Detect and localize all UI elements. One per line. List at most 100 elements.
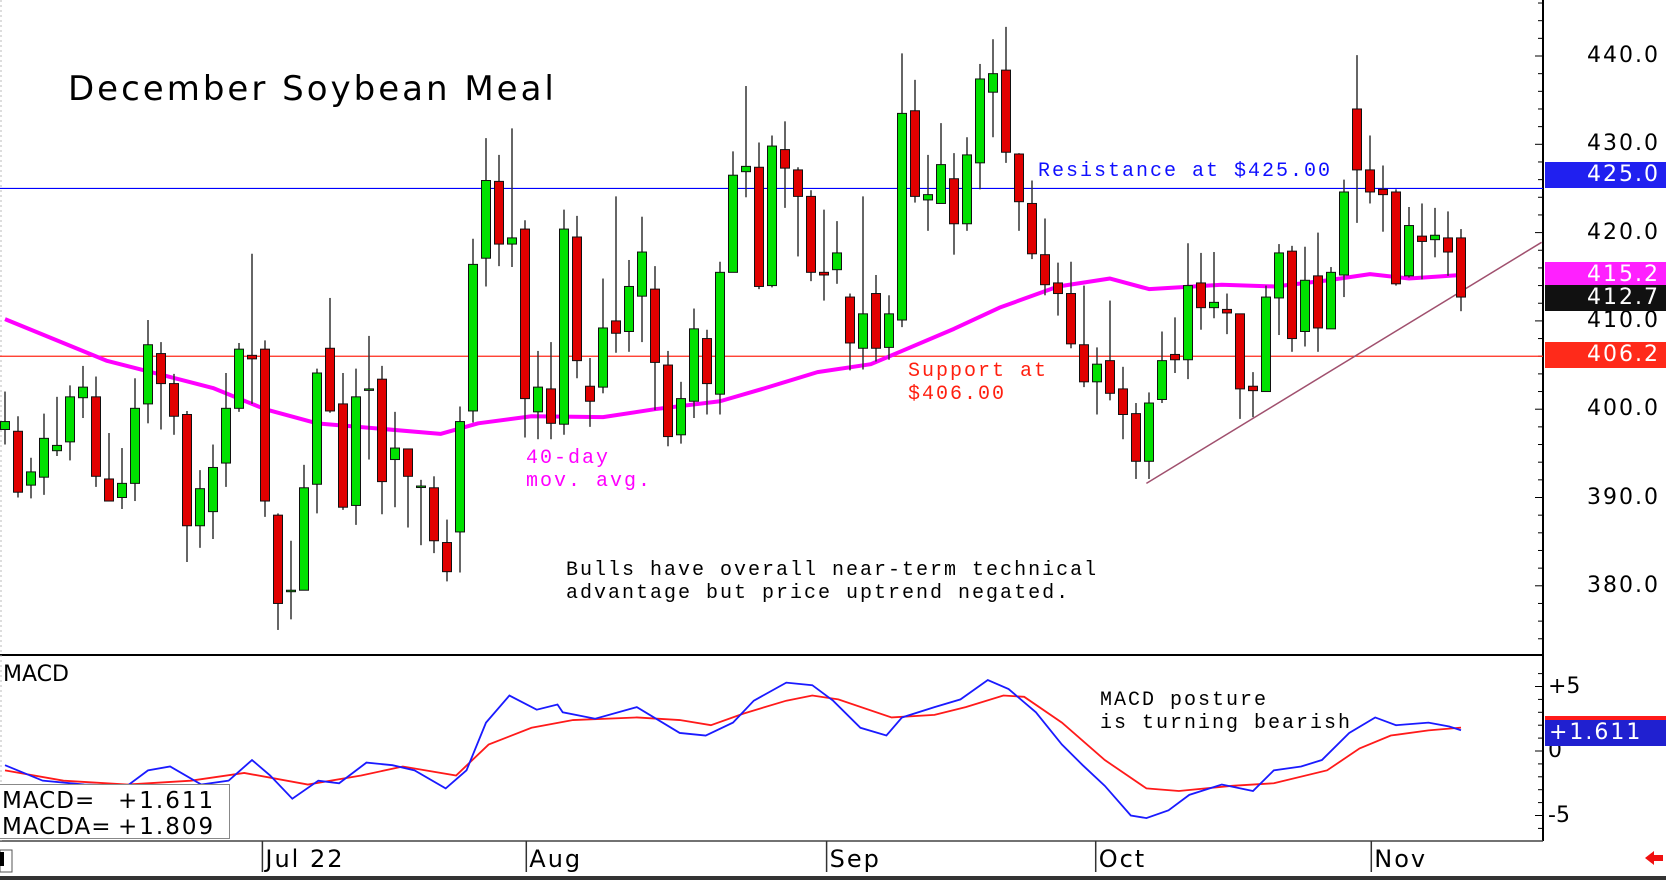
- candle: [546, 342, 556, 440]
- candle: [247, 253, 257, 404]
- candle: [494, 154, 504, 267]
- candle: [208, 444, 218, 540]
- candle-body-up: [624, 285, 634, 332]
- candle-body-down: [949, 178, 959, 225]
- macd-lines: [4, 679, 1462, 820]
- candle: [1417, 203, 1427, 280]
- date-tick-label: Jul 22: [265, 845, 345, 873]
- misc: [0, 849, 1666, 880]
- candle: [364, 335, 374, 460]
- candle: [1183, 243, 1193, 380]
- candle-body-up: [767, 145, 777, 287]
- candle: [754, 142, 764, 290]
- candle-body-down: [1196, 282, 1206, 309]
- candle-body-up: [78, 386, 88, 399]
- candle-body-up: [286, 589, 296, 593]
- price-tick-label: 430.0: [1587, 131, 1660, 157]
- candle-body-down: [1443, 237, 1453, 253]
- candle: [91, 376, 101, 487]
- candle: [910, 79, 920, 203]
- candle-body-down: [1235, 313, 1245, 390]
- candle: [1066, 261, 1076, 349]
- candle-body-down: [182, 413, 192, 527]
- support-price-badge: 406.2: [1545, 342, 1666, 368]
- uptrend-line: [1146, 241, 1542, 485]
- candle-body-down: [1040, 254, 1050, 286]
- candle: [741, 86, 751, 198]
- candle: [65, 385, 75, 461]
- candle: [1235, 313, 1245, 419]
- candle: [195, 470, 205, 548]
- candle: [702, 329, 712, 415]
- candle: [507, 128, 517, 268]
- candle-body-up: [559, 228, 569, 425]
- macda-badge-marker: [1545, 716, 1666, 720]
- candle: [533, 350, 543, 440]
- candle: [130, 378, 140, 502]
- candle-body-up: [1300, 279, 1310, 332]
- frame: [0, 0, 1544, 872]
- candle: [936, 123, 946, 204]
- candle: [377, 365, 387, 515]
- candle-body-up: [299, 487, 309, 591]
- candle-body-up: [858, 313, 868, 349]
- candle-body-up: [676, 398, 686, 436]
- candle-body-down: [1170, 353, 1180, 361]
- candle: [663, 350, 673, 447]
- candle: [429, 476, 439, 554]
- candle-body-up: [884, 313, 894, 348]
- candle-body-down: [1001, 69, 1011, 153]
- candle-body-down: [754, 166, 764, 287]
- candle: [1248, 372, 1258, 418]
- candle: [1261, 285, 1271, 393]
- candle: [468, 238, 478, 423]
- candle: [156, 342, 166, 430]
- candle: [715, 261, 725, 415]
- candle-body-up: [741, 165, 751, 173]
- candles: [0, 26, 1466, 630]
- macd-readout-value: +1.611: [118, 788, 216, 814]
- candle-body-up: [351, 396, 361, 506]
- candle: [1053, 262, 1063, 316]
- candle-body-down: [546, 388, 556, 424]
- candle: [1092, 347, 1102, 415]
- candle-body-up: [312, 372, 322, 485]
- candle-body-down: [442, 542, 452, 573]
- candle: [988, 39, 998, 138]
- candle: [858, 196, 868, 370]
- candle: [832, 221, 842, 284]
- candle: [221, 372, 231, 487]
- price-tick-label: 390.0: [1587, 484, 1660, 510]
- candle-body-down: [780, 149, 790, 169]
- resistance-price-badge: 425.0: [1545, 162, 1666, 188]
- candle-body-up: [1261, 296, 1271, 393]
- candle-body-up: [1430, 234, 1440, 241]
- candle: [234, 342, 244, 412]
- candle: [1118, 366, 1128, 440]
- macd-readout-box: MACD= +1.611 MACDA= +1.809: [0, 784, 230, 840]
- candle-body-up: [455, 421, 465, 533]
- date-tick-label: Sep: [829, 845, 881, 873]
- macd-value-badge: +1.611: [1545, 720, 1666, 746]
- candle-body-down: [910, 110, 920, 197]
- candle-body-up: [923, 194, 933, 201]
- candle: [455, 406, 465, 573]
- candle: [78, 365, 88, 419]
- candle: [260, 340, 270, 517]
- candle: [0, 391, 10, 445]
- candle: [117, 448, 127, 509]
- macda-readout-label: MACDA=: [2, 814, 112, 840]
- candle: [1001, 26, 1011, 163]
- candle: [1105, 300, 1115, 401]
- candle-body-up: [832, 252, 842, 271]
- candle-body-up: [1404, 225, 1414, 277]
- candle: [1014, 153, 1024, 231]
- candle-body-down: [650, 288, 660, 363]
- candle: [1391, 189, 1401, 286]
- moving-average-annotation: 40-day mov. avg.: [526, 447, 653, 493]
- candle: [52, 396, 62, 456]
- candle: [325, 297, 335, 413]
- macd-line: [4, 679, 1462, 820]
- candle: [39, 413, 49, 495]
- candle: [767, 135, 777, 288]
